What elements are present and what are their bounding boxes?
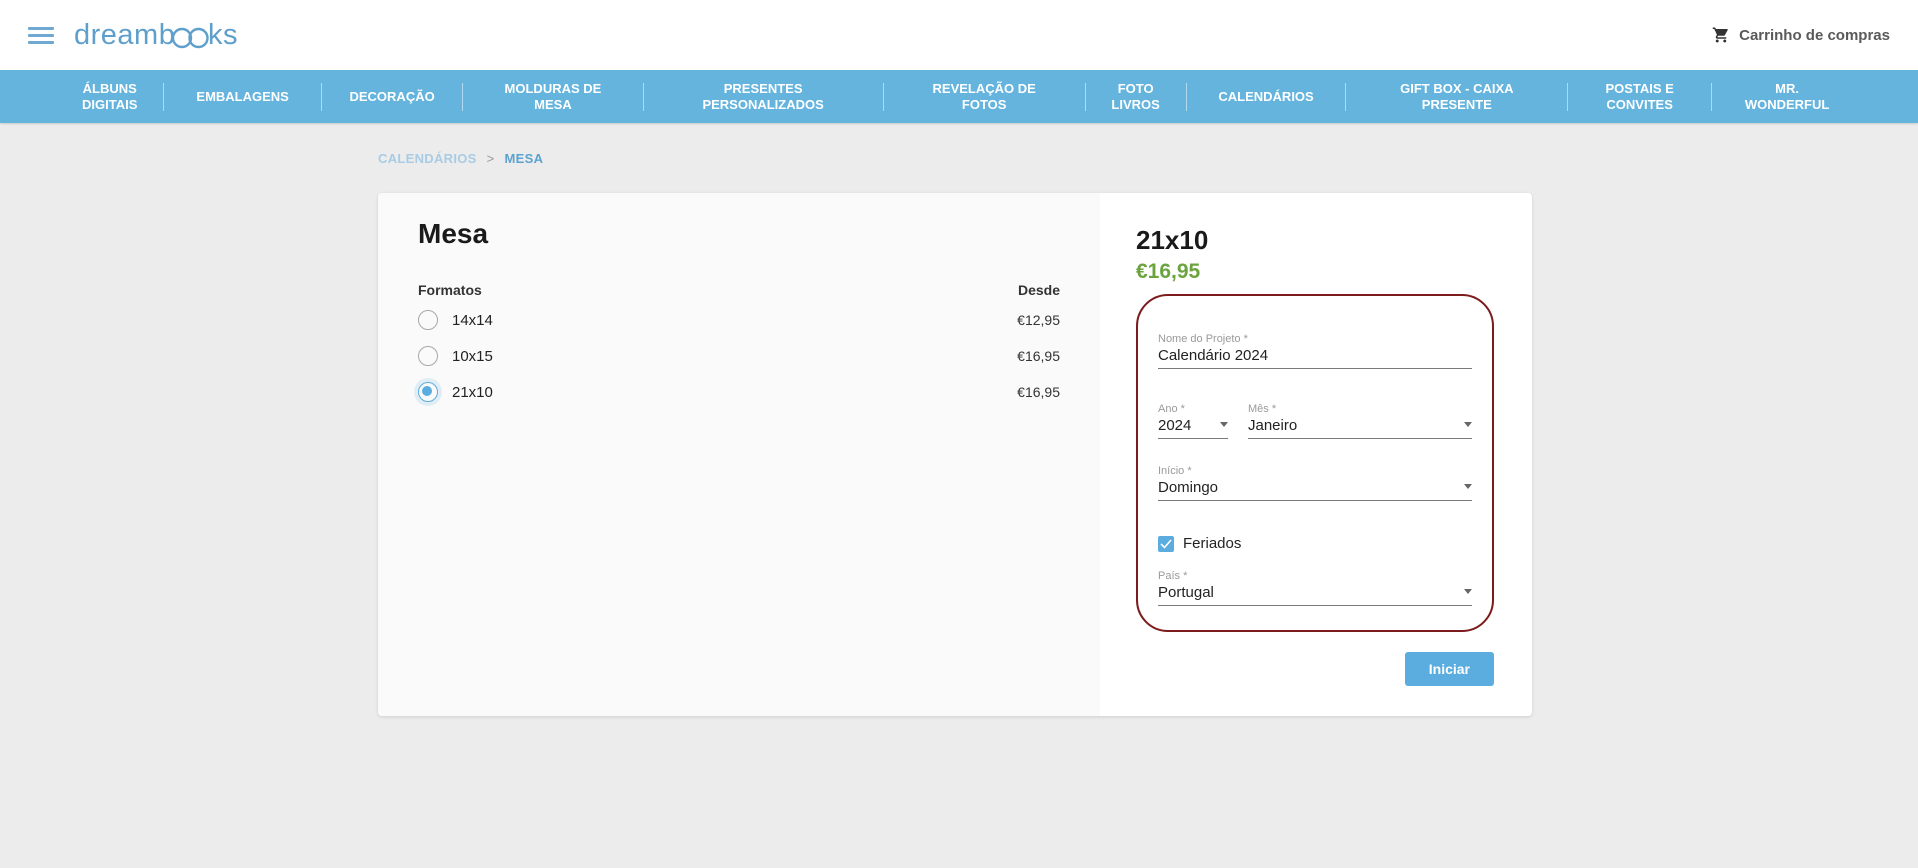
svg-text:ks: ks <box>208 19 238 51</box>
svg-text:dreamb: dreamb <box>74 19 175 51</box>
